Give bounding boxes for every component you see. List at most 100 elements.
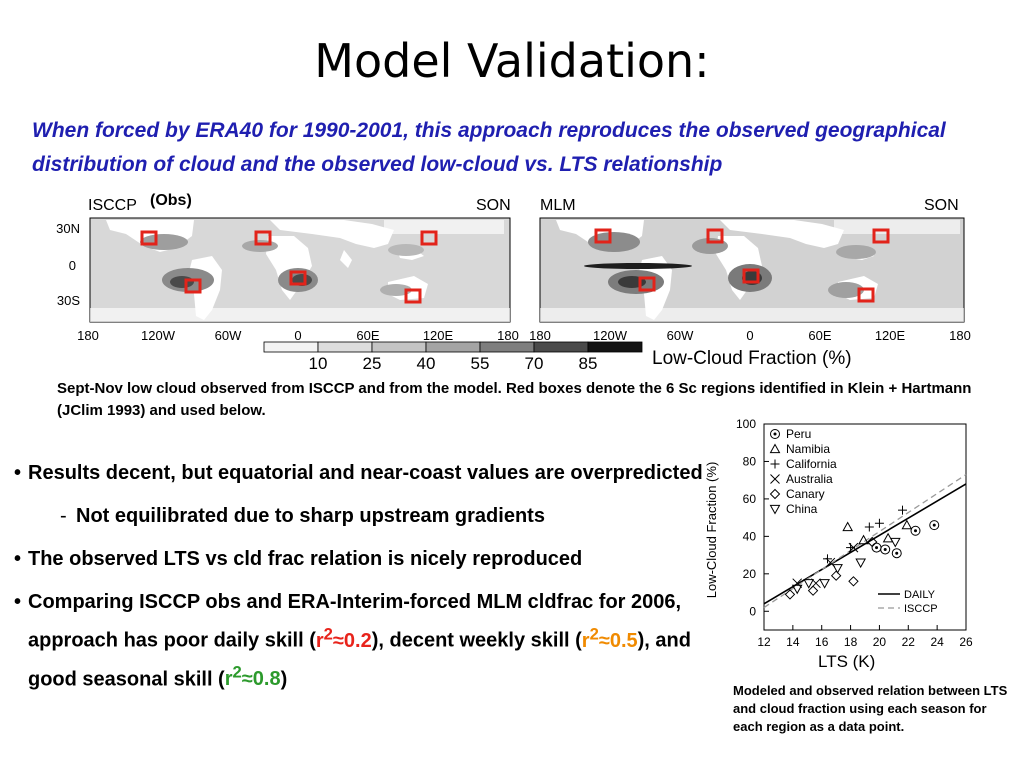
colorbar-cell (425, 341, 481, 353)
y-tick-label: 100 (736, 417, 756, 431)
scatter-point-diamond (867, 536, 878, 548)
colorbar-cell (317, 341, 373, 353)
scatter-point-plus (770, 459, 780, 469)
legend-label: Namibia (786, 442, 830, 456)
mlm-box-peru (638, 276, 656, 292)
scatter-plot-frame (763, 423, 967, 631)
mlm-box-china (872, 228, 890, 244)
x-tick-label: 16 (815, 635, 829, 649)
sub-bullet-dash: - (60, 505, 67, 527)
y-tick-label: 20 (743, 567, 757, 581)
scatter-point-plus (864, 522, 874, 532)
colorbar-tick-label: 70 (525, 354, 544, 373)
mlm-lon-tick: 0 (746, 328, 753, 343)
isccp-box-california (140, 230, 158, 246)
bullet-text: Results decent, but equatorial and near-… (28, 462, 703, 484)
bullet-dot: • (14, 548, 22, 570)
isccp-lon-tick: 180 (497, 328, 519, 343)
legend-label: Canary (786, 487, 825, 501)
scatter-point-circle-dot (770, 429, 780, 439)
legend-label: Australia (786, 472, 833, 486)
scatter-point-triangle-down (889, 537, 901, 548)
mlm-lon-tick: 180 (949, 328, 971, 343)
cloud-maps: ISCCP SON (56, 197, 971, 373)
mlm-lon-tick: 60W (667, 328, 694, 343)
legend-line-label: DAILY (904, 589, 936, 601)
isccp-lon-tick: 180 (77, 328, 99, 343)
bullet-text-part: ), decent weekly skill ( (371, 629, 582, 652)
y-tick-label: 80 (743, 454, 757, 468)
r2-daily: r2≈0.2 (315, 624, 372, 652)
colorbar-tick-label: 55 (471, 354, 490, 373)
colorbar-cell (533, 341, 589, 353)
scatter-point-circle-dot (871, 542, 882, 553)
r2-seasonal: r2≈0.8 (224, 662, 281, 691)
scatter-point-triangle-up (769, 443, 781, 454)
colorbar-cell (587, 341, 643, 353)
mlm-box-canary (706, 228, 724, 244)
bullet-dot: • (14, 462, 22, 484)
mlm-map-panel: MLM SON (529, 197, 971, 343)
scatter-point-diamond (807, 585, 819, 596)
scatter-point-plus (874, 518, 884, 528)
scatter-point-circle-dot (880, 544, 891, 555)
mlm-stratocumulus-decks (584, 232, 876, 298)
scatter-point-circle-dot (891, 548, 902, 559)
scatter-x-axis-label: LTS (K) (818, 652, 876, 671)
colorbar-label: Low-Cloud Fraction (%) (652, 348, 852, 369)
colorbar: 10 25 40 55 70 85 Low-Cloud Fraction (%) (263, 341, 852, 373)
legend-line-label: ISCCP (904, 603, 938, 615)
scatter-point-triangle-up (901, 519, 913, 530)
scatter-point-plus (822, 554, 832, 564)
legend-label: Peru (786, 427, 811, 441)
mlm-region-boxes (594, 228, 890, 303)
colorbar-cell (263, 341, 319, 353)
scatter-point-triangle-down (803, 579, 815, 589)
scatter-caption: Modeled and observed relation between LT… (733, 683, 1008, 734)
mlm-lon-tick: 120E (875, 328, 906, 343)
isccp-lon-tick: 120W (141, 328, 176, 343)
colorbar-tick-label: 25 (363, 354, 382, 373)
isccp-region-boxes (140, 230, 438, 304)
bullet-item: • The observed LTS vs cld frac relation … (14, 544, 719, 575)
bullet-text-part: Comparing ISCCP obs and ERA-Interim-forc… (28, 591, 682, 652)
r2-weekly: r2≈0.5 (581, 624, 638, 652)
colorbar-tick-label: 85 (579, 354, 598, 373)
x-tick-label: 26 (959, 635, 973, 649)
y-tick-label: 40 (743, 529, 757, 543)
mlm-panel-left-label: MLM (540, 197, 576, 214)
bullet-list: • Results decent, but equatorial and nea… (14, 458, 719, 707)
scatter-point-triangle-up (882, 532, 894, 543)
x-tick-label: 14 (786, 635, 800, 649)
bullet-dot: • (14, 591, 22, 613)
sub-bullet-text: Not equilibrated due to sharp upstream g… (76, 505, 545, 527)
bullet-text-part: ), and good seasonal skill ( (28, 629, 691, 691)
bullet-item: • Results decent, but equatorial and nea… (14, 458, 719, 489)
x-tick-label: 20 (873, 635, 887, 649)
isccp-lon-tick: 0 (294, 328, 301, 343)
scatter-point-triangle-up (858, 534, 869, 545)
isccp-lon-tick: 60W (215, 328, 242, 343)
mlm-lon-tick: 120W (593, 328, 628, 343)
legend-label: China (786, 502, 818, 516)
mlm-box-namibia (742, 268, 760, 284)
x-tick-label: 18 (844, 635, 858, 649)
mlm-box-australia (857, 287, 875, 303)
lat-tick-0: 0 (69, 258, 76, 273)
scatter-y-axis-label: Low-Cloud Fraction (%) (704, 462, 719, 599)
y-tick-label: 0 (749, 604, 756, 618)
isccp-box-australia (404, 288, 422, 304)
scatter-point-diamond (769, 488, 781, 500)
scatter-point-diamond (848, 576, 859, 587)
colorbar-tick-label: 10 (309, 354, 328, 373)
colorbar-tick-label: 40 (417, 354, 436, 373)
slide-subtitle: When forced by ERA40 for 1990-2001, this… (32, 119, 946, 176)
mlm-lon-tick: 180 (529, 328, 551, 343)
isccp-panel-left-label: ISCCP (88, 197, 137, 214)
colorbar-cell (371, 341, 427, 353)
scatter-point-triangle-down (791, 584, 803, 595)
isccp-box-namibia (289, 270, 307, 286)
y-tick-label: 60 (743, 492, 757, 506)
scatter-point-triangle-down (769, 504, 781, 515)
isccp-box-china (420, 230, 438, 246)
